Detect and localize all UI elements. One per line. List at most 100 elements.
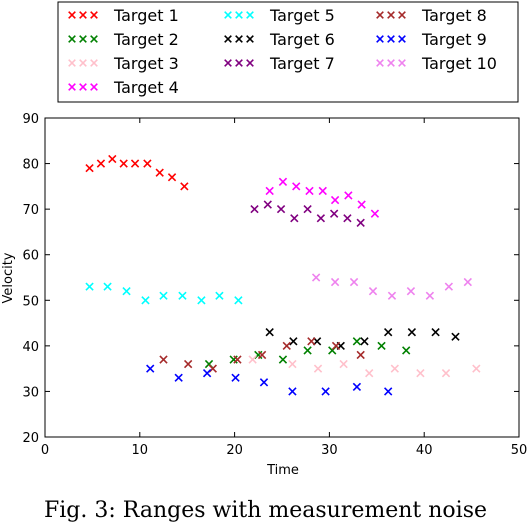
legend-item: Target 4 — [68, 78, 179, 97]
data-point — [288, 387, 297, 396]
data-point — [331, 341, 341, 351]
data-point — [143, 159, 152, 168]
legend-marker — [235, 35, 243, 43]
data-point — [108, 154, 117, 164]
data-point — [352, 337, 362, 346]
legend-marker — [398, 59, 406, 67]
data-point — [278, 355, 288, 364]
series-5 — [85, 282, 243, 305]
data-point — [178, 291, 187, 300]
y-tick-label: 50 — [22, 294, 39, 309]
y-tick-label: 60 — [22, 249, 39, 264]
legend-marker — [376, 59, 384, 67]
x-tick-label: 40 — [416, 443, 433, 458]
series-9 — [146, 364, 393, 396]
data-point — [307, 337, 316, 346]
data-point — [303, 204, 312, 214]
data-point — [229, 355, 238, 364]
legend-marker — [68, 11, 76, 19]
legend-marker — [387, 11, 395, 19]
data-point — [303, 346, 312, 355]
legend-marker — [235, 11, 243, 19]
data-point — [130, 159, 140, 168]
legend-marker — [246, 59, 254, 67]
data-point — [265, 186, 274, 196]
x-tick-label: 30 — [321, 443, 338, 458]
legend-marker — [68, 83, 76, 91]
data-point — [330, 195, 340, 205]
plot-frame — [44, 117, 520, 438]
data-point — [141, 296, 150, 305]
data-point — [313, 364, 323, 373]
data-point — [215, 291, 224, 300]
legend: Target 1 Target 2 Target 3 Target 4 Target 5… — [57, 1, 519, 103]
legend-marker — [79, 59, 87, 67]
data-point — [339, 359, 348, 369]
legend-marker — [398, 35, 406, 43]
legend-label: Target 4 — [113, 78, 179, 97]
legend-item: Target 7 — [224, 54, 335, 73]
data-point — [103, 282, 112, 291]
legend-marker — [79, 11, 87, 19]
data-point — [330, 277, 340, 287]
data-point — [234, 296, 243, 305]
data-point — [377, 341, 386, 351]
y-tick-label: 20 — [22, 431, 39, 446]
series-4 — [265, 177, 380, 218]
data-point — [167, 173, 177, 182]
series-8 — [159, 337, 365, 373]
data-point — [288, 359, 297, 369]
data-point — [360, 337, 369, 346]
legend-marker — [387, 35, 395, 43]
legend-label: Target 7 — [269, 54, 335, 73]
data-point — [85, 163, 94, 173]
legend-label: Target 3 — [113, 54, 179, 73]
data-point — [183, 359, 193, 369]
legend-marker — [90, 11, 98, 19]
legend-item: Target 5 — [224, 6, 335, 25]
legend-marker — [90, 83, 98, 91]
data-point — [356, 218, 365, 227]
data-point — [402, 346, 411, 355]
legend-item: Target 6 — [224, 30, 335, 49]
data-point — [472, 364, 481, 373]
legend-label: Target 6 — [269, 30, 335, 49]
y-tick-label: 70 — [22, 203, 39, 218]
data-point — [344, 191, 353, 200]
data-point — [155, 168, 164, 177]
x-tick-label: 50 — [511, 443, 528, 458]
legend-item: Target 2 — [68, 30, 179, 49]
data-point — [282, 341, 291, 351]
data-point — [233, 355, 242, 364]
x-axis: 0 10 20 30 40 50 — [41, 118, 527, 458]
legend-marker — [246, 35, 254, 43]
data-point — [343, 214, 352, 223]
legend-marker — [79, 35, 87, 43]
data-point — [416, 369, 425, 378]
legend-label: Target 5 — [269, 6, 335, 25]
data-point — [250, 204, 259, 214]
legend-box — [57, 1, 519, 103]
legend-marker — [90, 59, 98, 67]
data-point — [289, 337, 298, 346]
data-point — [122, 287, 131, 296]
data-point — [463, 277, 472, 287]
data-point — [292, 182, 301, 191]
legend-marker — [224, 35, 232, 43]
legend-item: Target 10 — [376, 54, 497, 73]
data-point — [180, 182, 189, 191]
data-point — [159, 291, 168, 300]
x-axis-label: Time — [266, 463, 299, 478]
legend-item: Target 9 — [376, 30, 487, 49]
data-point — [197, 296, 206, 305]
data-point — [257, 350, 267, 360]
data-point — [451, 332, 460, 341]
legend-marker — [79, 83, 87, 91]
data-point — [202, 369, 212, 378]
legend-label: Target 8 — [421, 6, 487, 25]
legend-label: Target 2 — [113, 30, 179, 49]
data-point — [321, 387, 330, 396]
series-10 — [311, 273, 472, 300]
series-6 — [265, 328, 460, 351]
data-point — [368, 287, 378, 296]
